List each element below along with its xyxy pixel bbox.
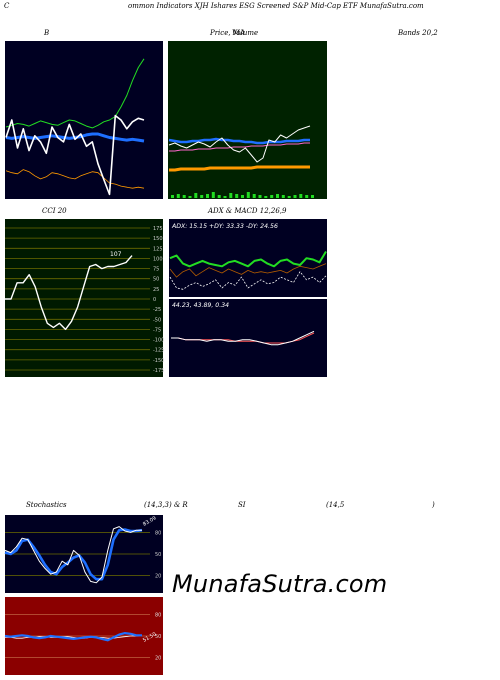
stoch-params: (14,3,3) & R — [144, 501, 188, 509]
adx-chart: ADX: 15.15 +DY: 33.33 -DY: 24.56 — [168, 218, 328, 298]
rsi-line — [4, 632, 142, 642]
stoch-tick-label: 50 — [155, 552, 161, 558]
rsi-params-close: ) — [432, 501, 435, 509]
volume-bar — [229, 193, 233, 198]
adx-values-label: ADX: 15.15 +DY: 33.33 -DY: 24.56 — [171, 223, 278, 230]
bollinger-label: B — [44, 29, 50, 37]
volume-bar — [188, 196, 192, 198]
volume-bar — [217, 195, 221, 198]
watermark: MunafaSutra.com — [172, 570, 388, 598]
cci-tick-label: -175 — [153, 368, 164, 374]
cci-tick-label: -150 — [153, 358, 164, 364]
cci-tick-label: 175 — [153, 226, 163, 232]
bands-label: Bands 20,2 — [398, 29, 438, 37]
macd-chart: 44.23, 43.89, 0.34 — [168, 298, 328, 378]
volume-bar — [176, 194, 180, 198]
stoch-label: Stochastics — [26, 501, 67, 509]
ma-mid-line — [169, 142, 310, 152]
panel-background — [4, 218, 164, 378]
volume-bar — [281, 195, 285, 198]
adx-line — [169, 271, 327, 290]
cci-tick-label: -100 — [153, 338, 164, 344]
adx-plus-dy-line — [169, 250, 327, 268]
volume-bar — [206, 194, 209, 198]
volume-bar — [235, 194, 239, 198]
adx-macd-label: ADX & MACD 12,26,9 — [208, 207, 287, 215]
volume-bar — [246, 192, 250, 198]
volume-bar — [287, 196, 291, 198]
rsi-tick-label: 80 — [155, 612, 161, 618]
cci-tick-label: -25 — [153, 307, 161, 313]
adx-minus-dy-line — [169, 263, 327, 278]
panel-background — [168, 218, 328, 298]
cci-label: CCI 20 — [42, 207, 67, 215]
macd-values-label: 44.23, 43.89, 0.34 — [172, 302, 229, 309]
rsi-smooth-line — [5, 634, 143, 639]
panel-background — [4, 40, 164, 200]
volume-bar — [276, 194, 279, 198]
volume-bar — [252, 194, 256, 198]
panel-background — [168, 298, 328, 378]
price-line — [5, 114, 145, 196]
volume-bar — [311, 195, 314, 198]
volume-bar — [182, 195, 186, 198]
rsi-tick-label: 20 — [155, 656, 161, 662]
bollinger-chart — [4, 40, 164, 200]
cci-line — [5, 255, 133, 331]
cci-chart: 175 150 125 100 75 50 25 0 -25 -50 -75 -100 -125 -150… — [4, 218, 164, 378]
upper-band-line — [5, 58, 145, 129]
volume-label: Volume — [232, 29, 259, 37]
ma-long-line — [169, 165, 310, 172]
rsi-label: SI — [238, 501, 246, 509]
volume-bar — [258, 195, 262, 198]
volume-bar — [211, 192, 215, 198]
cci-tick-label: 100 — [153, 256, 163, 262]
volume-bar — [264, 196, 268, 198]
stoch-tick-label: 80 — [155, 530, 161, 536]
cci-tick-label: 25 — [153, 287, 159, 293]
volume-bar — [171, 195, 174, 198]
price-ma-chart — [167, 40, 328, 200]
cci-tick-label: -50 — [153, 317, 161, 323]
page-title: ommon Indicators XJH Ishares ESG Screene… — [128, 2, 424, 10]
volume-bar — [223, 196, 227, 198]
panel-background — [167, 40, 328, 200]
header-c: C — [4, 2, 10, 10]
volume-bar — [194, 193, 198, 198]
price-line — [168, 125, 311, 163]
cci-tick-label: -75 — [153, 327, 161, 333]
cci-current-label: 107 — [110, 251, 122, 258]
volume-bar — [299, 194, 303, 198]
volume-bar — [293, 195, 297, 198]
cci-tick-label: 50 — [153, 277, 159, 283]
ma-short-line — [168, 137, 310, 145]
cci-tick-label: 125 — [153, 246, 163, 252]
cci-tick-label: -125 — [153, 348, 164, 354]
cci-tick-label: 75 — [153, 267, 159, 273]
cci-tick-label: 0 — [153, 297, 156, 303]
volume-bar — [270, 195, 274, 198]
stoch-k-line — [4, 526, 142, 584]
rsi-params: (14,5 — [326, 501, 345, 509]
volume-bar — [305, 195, 309, 198]
lower-band-line — [5, 169, 145, 189]
volume-bar — [241, 195, 244, 198]
cci-tick-label: 150 — [153, 236, 163, 242]
rsi-tick-label: 50 — [155, 634, 161, 640]
stoch-tick-label: 20 — [155, 574, 161, 580]
volume-bar — [200, 195, 204, 198]
macd-line — [171, 330, 315, 346]
price-ma-label: Price, MA — [210, 29, 246, 37]
